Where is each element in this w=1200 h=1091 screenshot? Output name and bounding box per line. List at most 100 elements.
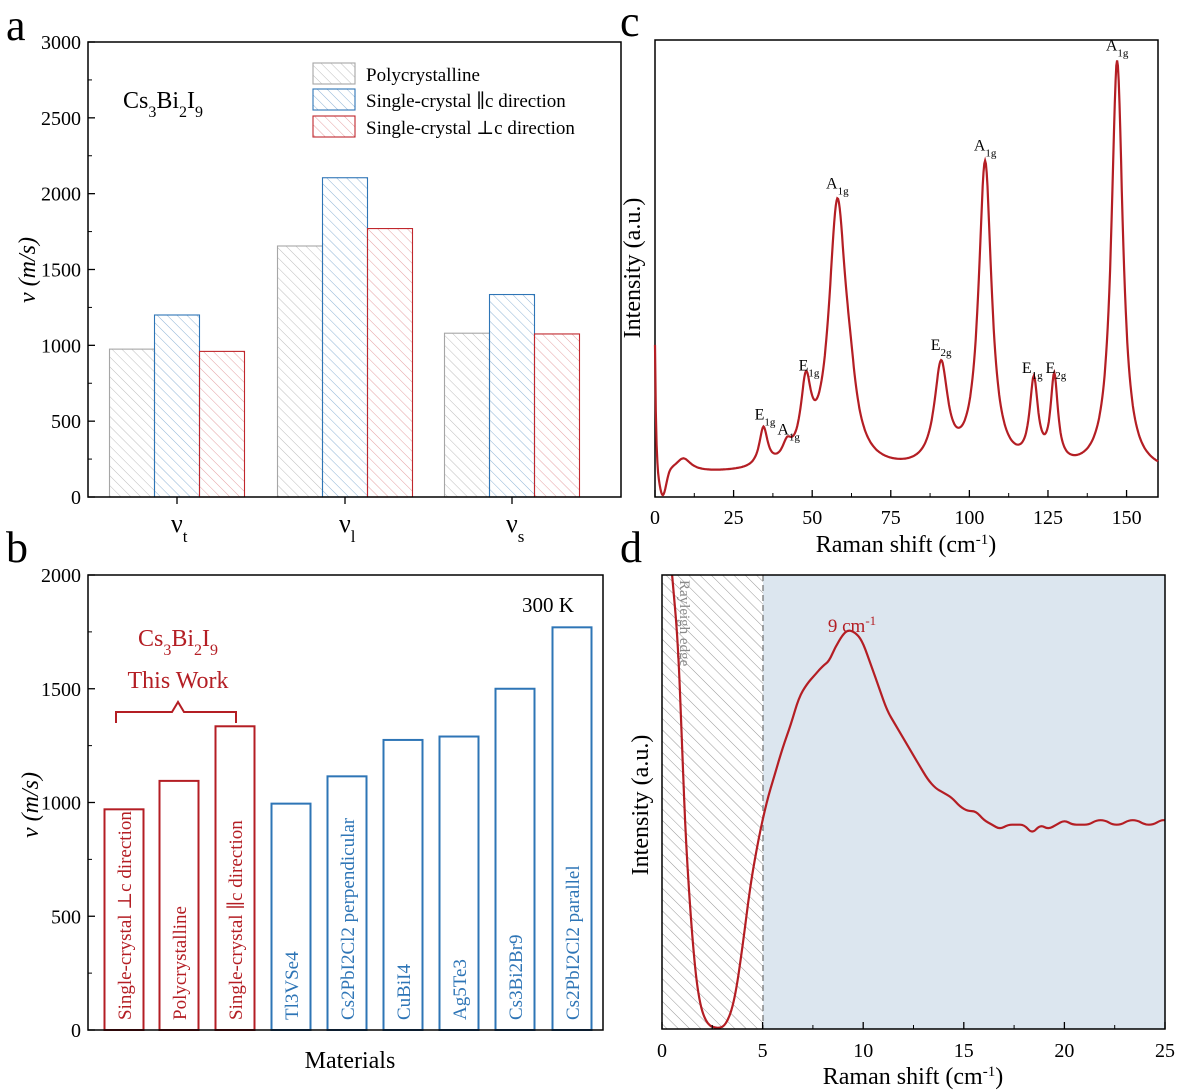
panel-a-y-ticks: 0 500 1000 1500 2000 2500 3000: [41, 32, 95, 509]
panel-a-compound-label: Cs3Bi2I9: [123, 88, 203, 121]
panel-a-bar-v_l-2: [366, 228, 414, 498]
panel-d-xtick-label: 5: [758, 1040, 768, 1062]
panel-a-ytick-label: 2500: [41, 108, 81, 130]
panel-label-a: a: [6, 1, 26, 50]
panel-c-xtick-label: 125: [1033, 507, 1063, 529]
panel-b-bar-4: [326, 775, 368, 1032]
panel-a-bar-v_s-1: [488, 293, 536, 498]
panel-a-legend-swatch-0: [312, 62, 356, 85]
panel-b-ytick-label: 0: [71, 1020, 81, 1042]
panel-label-d: d: [620, 523, 642, 572]
panel-d-spectrum-line: [671, 574, 1165, 1029]
panel-a-xtick-label-v_s: νs: [506, 509, 524, 546]
panel-d-xlabel: Raman shift (cm-1): [823, 1064, 1003, 1090]
panel-b-ytick-label: 500: [51, 906, 81, 928]
panel-b: Single-crystal ⊥c direction Polycrystalli…: [18, 565, 604, 1074]
panel-b-bar-label-5: CuBiI4: [394, 964, 415, 1020]
panel-c-xtick-label: 75: [881, 507, 901, 529]
panel-d: Rayleigh edge 0 5 10 15 20 25 9 cm-1 Intensit…: [628, 574, 1175, 1090]
panel-a-ytick-label: 3000: [41, 32, 81, 54]
panel-a-legend-label-1: Single-crystal ∥c direction: [366, 91, 566, 112]
panel-b-y-ticks: 0 500 1000 1500 2000: [41, 565, 95, 1042]
panel-a-bar-v_l-0: [276, 245, 324, 498]
panel-a-bars: [108, 177, 581, 498]
panel-b-ytick-label: 1000: [41, 793, 81, 815]
panel-b-xlabel: Materials: [305, 1048, 396, 1074]
panel-a-ylabel: ν (m/s): [15, 237, 41, 303]
panel-d-xtick-label: 25: [1155, 1040, 1175, 1062]
panel-label-b: b: [6, 523, 28, 572]
panel-a-bar-v_t-2: [198, 350, 246, 498]
panel-a-bar-v_t-0: [108, 348, 156, 498]
panel-c-peak-label-6: E1g: [1022, 360, 1043, 382]
panel-a-bar-v_t-1: [153, 314, 201, 498]
panel-b-temperature: 300 K: [522, 593, 574, 617]
panel-a-legend-label-2: Single-crystal ⊥c direction: [366, 118, 575, 139]
panel-b-bar-label-6: Ag5Te3: [450, 959, 471, 1020]
panel-c-xtick-label: 25: [724, 507, 744, 529]
panel-c-xtick-label: 100: [954, 507, 984, 529]
panel-a-legend-swatch-2: [312, 115, 356, 138]
panel-a-legend-label-0: Polycrystalline: [366, 65, 480, 86]
panel-b-bar-8: [551, 626, 593, 1031]
panel-b-bar-label-4: Cs2PbI2Cl2 perpendicular: [338, 817, 359, 1020]
panel-a-x-ticks: νt νl νs: [171, 497, 524, 546]
panel-a-legend: Polycrystalline Single-crystal ∥c directi…: [312, 62, 575, 139]
panel-b-bars: Single-crystal ⊥c direction Polycrystalli…: [103, 626, 593, 1032]
panel-a-bar-v_s-0: [443, 332, 491, 498]
panel-a-ytick-label: 2000: [41, 184, 81, 206]
panel-a-bar-v_l-1: [321, 177, 369, 498]
panel-b-ylabel: ν (m/s): [18, 772, 44, 838]
panel-b-bar-3: [270, 802, 312, 1032]
panel-d-xtick-label: 20: [1054, 1040, 1074, 1062]
panel-c-peak-label-3: A1g: [826, 175, 849, 197]
panel-a-ytick-label: 1000: [41, 335, 81, 357]
panel-b-bar-label-1: Polycrystalline: [170, 906, 191, 1020]
panel-d-xtick-label: 0: [657, 1040, 667, 1062]
panel-a-ytick-label: 1500: [41, 260, 81, 282]
panel-d-rayleigh-label: Rayleigh edge: [676, 580, 692, 667]
panel-b-bar-5: [382, 738, 424, 1031]
panel-b-group-bracket: [115, 700, 237, 723]
panel-a-xtick-label-v_t: νt: [171, 509, 188, 546]
panel-b-bar-label-3: Tl3VSe4: [282, 951, 303, 1020]
panel-c-ylabel: Intensity (a.u.): [620, 198, 646, 339]
panel-b-bar-label-2: Single-crystal ∥c direction: [226, 820, 247, 1020]
panel-b-group-label: Cs3Bi2I9: [138, 626, 218, 659]
panel-b-ytick-label: 2000: [41, 565, 81, 587]
panel-a-legend-swatch-1: [312, 88, 356, 111]
panel-d-shade: [763, 575, 1165, 1029]
panel-d-ylabel: Intensity (a.u.): [628, 735, 654, 876]
panel-c-peak-label-0: E1g: [755, 407, 776, 429]
panel-b-ytick-label: 1500: [41, 679, 81, 701]
panel-c-frame: [654, 39, 1159, 498]
panel-c-peak-label-4: E2g: [931, 337, 952, 359]
panel-c-x-ticks: 0 25 50 75 100 125 150: [650, 490, 1142, 529]
panel-b-group-sublabel: This Work: [128, 668, 229, 694]
panel-c-xtick-label: 150: [1112, 507, 1142, 529]
panel-c-spectrum-line: [653, 60, 1159, 497]
panel-c-peak-label-7: E2g: [1045, 360, 1066, 382]
panel-c-xlabel: Raman shift (cm-1): [816, 532, 996, 558]
panel-c-peak-label-2: E1g: [799, 358, 820, 380]
panel-c-peak-label-5: A1g: [974, 138, 997, 160]
panel-b-bar-label-8: Cs2PbI2Cl2 parallel: [563, 865, 584, 1020]
panel-b-bar-7: [494, 687, 536, 1031]
panel-d-x-ticks: 0 5 10 15 20 25: [657, 1022, 1175, 1062]
panel-c-xtick-label: 50: [802, 507, 822, 529]
panel-d-xtick-label: 15: [954, 1040, 974, 1062]
panel-c-xtick-label: 0: [650, 507, 660, 529]
panel-a-bar-v_s-2: [533, 333, 581, 498]
panel-b-bar-1: [158, 779, 200, 1032]
panel-b-bar-label-7: Cs3Bi2Br9: [506, 934, 527, 1020]
panel-a-xtick-label-v_l: νl: [339, 509, 356, 546]
panel-a-ytick-label: 500: [51, 411, 81, 433]
panel-a-ytick-label: 0: [71, 487, 81, 509]
panel-b-bar-label-0: Single-crystal ⊥c direction: [115, 811, 136, 1020]
panel-d-xtick-label: 10: [853, 1040, 873, 1062]
panel-label-c: c: [620, 0, 640, 46]
